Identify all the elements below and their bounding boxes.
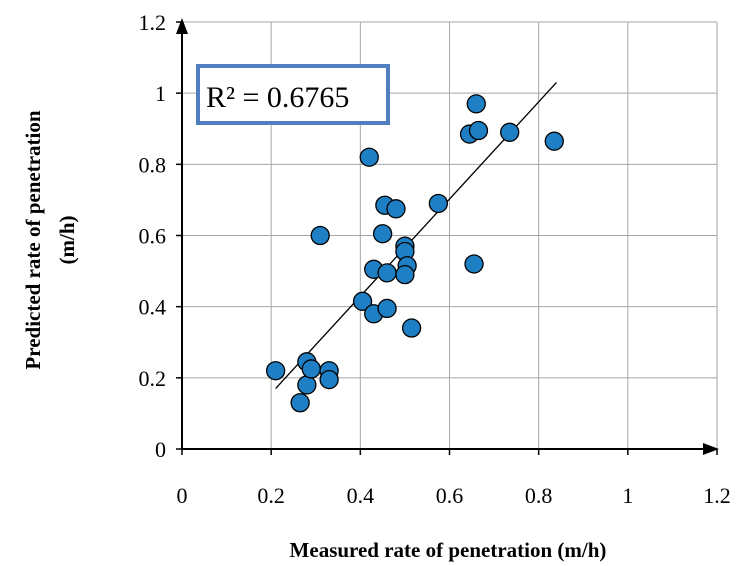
data-point — [468, 120, 489, 141]
x-tick-label: 0.4 — [347, 483, 375, 508]
data-point — [352, 291, 373, 311]
y-tick-label: 0.8 — [139, 152, 167, 177]
x-axis-title: Measured rate of penetration (m/h) — [290, 538, 607, 562]
x-tick-label: 0.6 — [436, 483, 464, 508]
y-axis-arrowhead — [176, 18, 188, 34]
data-points — [265, 94, 564, 413]
data-point — [466, 94, 486, 114]
data-point — [395, 264, 415, 285]
x-tick-label: 0 — [177, 483, 188, 508]
data-point — [428, 193, 449, 214]
data-point — [265, 361, 286, 381]
x-tick-label: 0.8 — [525, 483, 553, 508]
data-point — [301, 359, 321, 379]
y-tick-label: 0 — [155, 437, 166, 462]
data-point — [377, 263, 397, 283]
data-point — [319, 369, 339, 390]
data-point — [500, 122, 520, 142]
y-tick-label: 0.2 — [139, 366, 167, 391]
y-axis-title-line2: (m/h) — [55, 216, 79, 265]
data-point — [310, 225, 330, 246]
data-point — [377, 298, 397, 319]
data-point — [290, 393, 310, 413]
data-point — [544, 131, 564, 151]
x-tick-labels: 0 0.2 0.4 0.6 0.8 1 1.2 — [177, 483, 731, 508]
y-tick-label: 0.4 — [139, 295, 167, 320]
y-axis-title-line1: Predicted rate of penetration — [21, 110, 45, 369]
y-tick-label: 1 — [155, 81, 166, 106]
y-tick-label: 0.6 — [139, 224, 167, 249]
data-point — [297, 375, 317, 395]
data-point — [372, 224, 393, 244]
r2-label: R² = 0.6765 — [206, 81, 349, 114]
data-point — [401, 318, 422, 338]
x-tick-label: 0.2 — [257, 483, 285, 508]
y-tick-label: 1.2 — [139, 10, 167, 35]
x-axis-arrowhead — [703, 443, 719, 455]
data-point — [464, 254, 484, 274]
r2-box — [196, 64, 390, 125]
axes — [176, 18, 719, 455]
x-tick-label: 1.2 — [703, 483, 731, 508]
x-tick-label: 1 — [622, 483, 633, 508]
r2-annotation: R² = 0.6765 — [196, 64, 390, 125]
y-tick-labels: 0 0.2 0.4 0.6 0.8 1 1.2 — [139, 10, 167, 462]
data-point — [359, 147, 379, 167]
data-point — [386, 199, 406, 219]
